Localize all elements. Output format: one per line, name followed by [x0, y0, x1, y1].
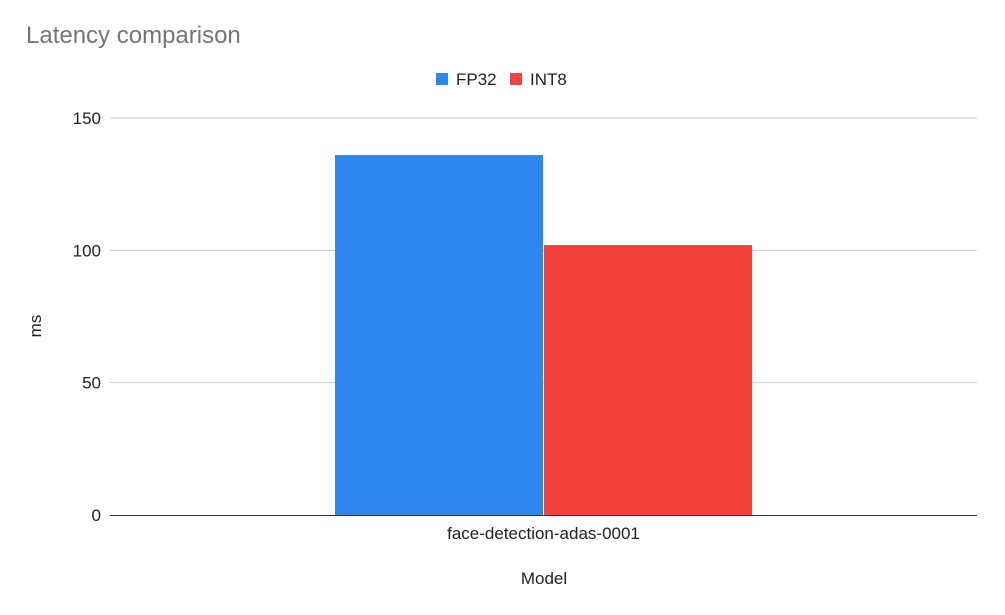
- bar-int8: [544, 245, 752, 516]
- legend-swatch-fp32: [436, 73, 448, 85]
- y-tick-label: 50: [82, 374, 101, 393]
- y-tick-label: 150: [73, 109, 101, 128]
- legend-label-fp32: FP32: [456, 70, 497, 89]
- legend: FP32 INT8: [436, 70, 567, 89]
- gridlines: [110, 117, 977, 384]
- legend-swatch-int8: [510, 73, 522, 85]
- y-axis-ticks: 0 50 100 150: [73, 109, 101, 525]
- y-axis-label: ms: [26, 315, 45, 338]
- x-axis-label: Model: [521, 569, 567, 588]
- bar-fp32: [335, 155, 543, 515]
- x-tick-label: face-detection-adas-0001: [447, 524, 640, 543]
- y-tick-label: 100: [73, 241, 101, 260]
- bars: [335, 155, 752, 516]
- x-axis-ticks: face-detection-adas-0001: [447, 524, 640, 543]
- chart-title: Latency comparison: [26, 22, 241, 49]
- legend-label-int8: INT8: [530, 70, 567, 89]
- y-tick-label: 0: [92, 506, 101, 525]
